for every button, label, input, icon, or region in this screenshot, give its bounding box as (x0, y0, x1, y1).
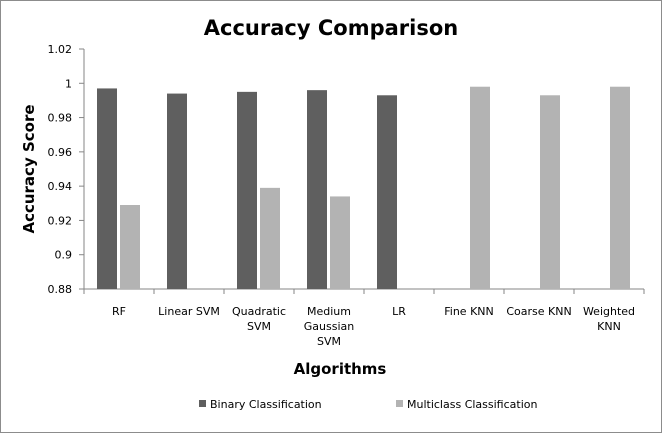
y-tick-label: 0.96 (48, 146, 73, 159)
x-category-label: RF (112, 305, 126, 318)
y-tick-label: 0.88 (48, 283, 73, 296)
legend-label: Binary Classification (210, 398, 322, 411)
x-category-label: Coarse KNN (506, 305, 571, 318)
x-category-label: Medium Gaussian SVM (304, 305, 354, 348)
y-tick-label: 0.9 (55, 249, 73, 262)
y-tick-label: 0.98 (48, 112, 73, 125)
y-tick-label: 0.94 (48, 180, 73, 193)
bar-binary (97, 88, 117, 289)
bar-multiclass (330, 196, 350, 289)
bar-multiclass (120, 205, 140, 289)
bar-binary (377, 95, 397, 290)
legend-swatch (199, 400, 206, 407)
legend-swatch (396, 400, 403, 407)
legend-label: Multiclass Classification (407, 398, 538, 411)
y-tick-label: 1.02 (48, 43, 73, 56)
bar-multiclass (260, 187, 280, 289)
x-category-label: Weighted KNN (583, 305, 635, 333)
bar-binary (307, 90, 327, 290)
x-category-label: Quadratic SVM (232, 305, 286, 333)
bar-multiclass (540, 95, 560, 290)
x-category-label: LR (392, 305, 406, 318)
y-tick-label: 0.92 (48, 214, 73, 227)
legend: Binary Classification Multiclass Classifi… (199, 398, 538, 411)
y-axis-title: Accuracy Score (20, 104, 38, 233)
x-category-label: Fine KNN (444, 305, 494, 318)
x-axis-title: Algorithms (294, 360, 387, 378)
x-category-label: Linear SVM (158, 305, 220, 318)
bar-binary (167, 93, 187, 289)
bar-binary (237, 91, 257, 289)
bar-multiclass (470, 86, 490, 289)
plot-area: 0.88 0.9 0.92 0.94 0.96 0.98 1 1.02 RF Linear SVM… (48, 43, 645, 348)
y-tick-label: 1 (65, 77, 72, 90)
chart-title: Accuracy Comparison (204, 16, 458, 40)
bar-multiclass (610, 86, 630, 289)
